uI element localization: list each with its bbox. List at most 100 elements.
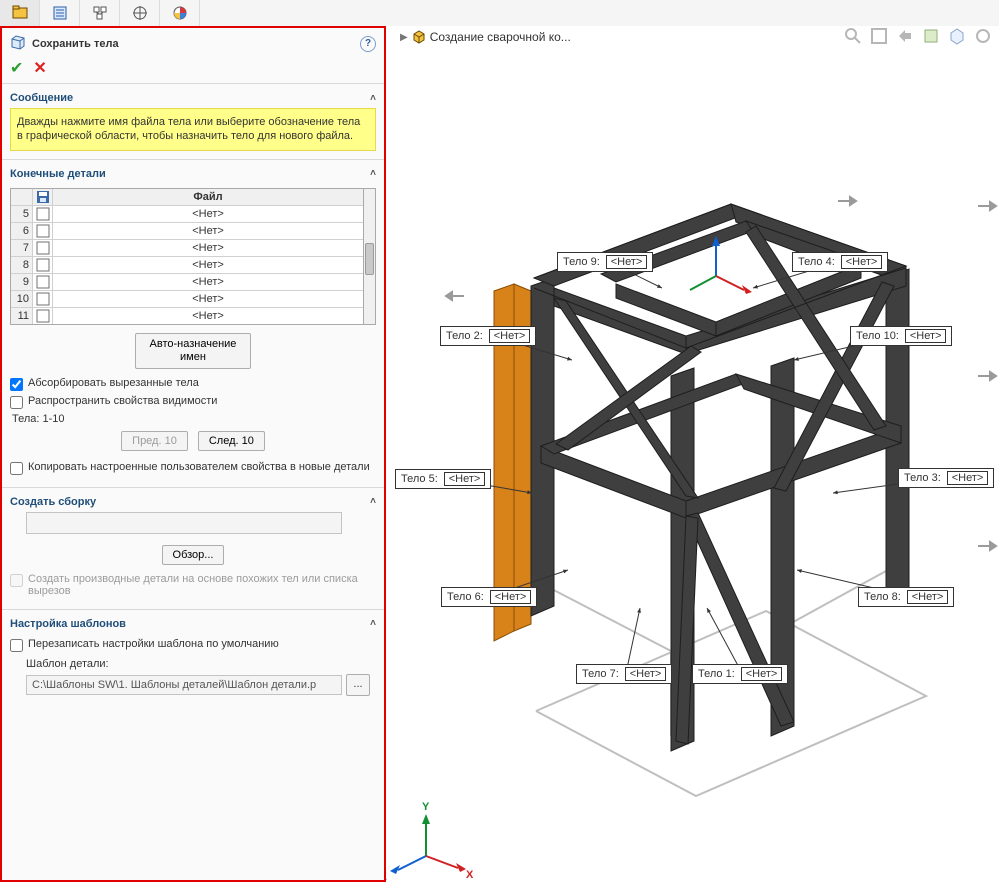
row-save-icon[interactable] (33, 308, 53, 324)
table-row[interactable]: 7<Нет> (11, 240, 363, 257)
row-file[interactable]: <Нет> (53, 291, 363, 307)
row-index: 10 (11, 291, 33, 307)
chk-override-label: Перезаписать настройки шаблона по умолча… (28, 638, 279, 650)
panel-title-row: Сохранить тела ? (2, 28, 384, 59)
chk-copy-props-row[interactable]: Копировать настроенные пользователем сво… (10, 461, 376, 475)
parts-table-header: Файл (11, 189, 363, 206)
body-callout[interactable]: Тело 10:<Нет> (850, 326, 952, 346)
row-index: 11 (11, 308, 33, 324)
table-row[interactable]: 10 <Нет> (11, 291, 363, 308)
body-callout[interactable]: Тело 9:<Нет> (557, 252, 653, 272)
table-row[interactable]: 9<Нет> (11, 274, 363, 291)
callout-label: Тело 2: (446, 330, 483, 342)
callout-value[interactable]: <Нет> (741, 667, 783, 681)
chevron-up-icon: ˄ (370, 618, 376, 629)
callout-value[interactable]: <Нет> (907, 590, 949, 604)
assembly-path-input[interactable] (26, 512, 342, 534)
body-callout[interactable]: Тело 4: <Нет> (792, 252, 888, 272)
body-callout[interactable]: Тело 8: <Нет> (858, 587, 954, 607)
row-save-icon[interactable] (33, 206, 53, 222)
body-callout[interactable]: Тело 2: <Нет> (440, 326, 536, 346)
template-path-input[interactable]: C:\Шаблоны SW\1. Шаблоны деталей\Шаблон … (26, 675, 342, 695)
section-parts-header[interactable]: Конечные детали ˄ (10, 164, 376, 184)
col-file: Файл (53, 189, 363, 205)
tab-feature-tree[interactable] (0, 0, 40, 26)
callout-label: Тело 4: (798, 256, 835, 268)
triad-y: Y (422, 801, 430, 813)
row-file[interactable]: <Нет> (53, 257, 363, 273)
body-callout[interactable]: Тело 5:<Нет> (395, 469, 491, 489)
tab-property-manager[interactable] (40, 0, 80, 26)
callout-value[interactable]: <Нет> (606, 255, 648, 269)
section-templates-title: Настройка шаблонов (10, 618, 126, 630)
prev-page-button[interactable]: Пред. 10 (121, 431, 188, 451)
triad-x: X (466, 869, 474, 881)
auto-assign-button[interactable]: Авто-назначение имен (135, 333, 252, 369)
chk-derived-label: Создать производные детали на основе пох… (28, 573, 376, 597)
tab-configuration-manager[interactable] (80, 0, 120, 26)
col-save-icon (33, 189, 53, 205)
callout-value[interactable]: <Нет> (841, 255, 883, 269)
section-templates-header[interactable]: Настройка шаблонов ˄ (10, 614, 376, 634)
parts-table: Файл 5<Нет>6<Нет>7<Нет>8<Нет>9<Нет>10<Не… (10, 188, 364, 325)
chk-propagate[interactable] (10, 396, 23, 409)
row-save-icon[interactable] (33, 223, 53, 239)
row-file[interactable]: <Нет> (53, 308, 363, 324)
row-save-icon[interactable] (33, 240, 53, 256)
row-file[interactable]: <Нет> (53, 223, 363, 239)
chk-override[interactable] (10, 639, 23, 652)
row-index: 8 (11, 257, 33, 273)
row-file[interactable]: <Нет> (53, 206, 363, 222)
tab-render[interactable] (160, 0, 200, 26)
callout-value[interactable]: <Нет> (905, 329, 947, 343)
confirm-ok-icon[interactable]: ✔ (10, 61, 23, 77)
table-row[interactable]: 8 <Нет> (11, 257, 363, 274)
chk-absorb-row[interactable]: Абсорбировать вырезанные тела (10, 377, 376, 391)
graphics-viewport[interactable]: ▶ Создание сварочной ко... (386, 26, 999, 882)
body-callout[interactable]: Тело 1:<Нет> (692, 664, 788, 684)
next-page-button[interactable]: След. 10 (198, 431, 265, 451)
callout-value[interactable]: <Нет> (444, 472, 486, 486)
section-assembly: Создать сборку ˄ Обзор... Создать произв… (2, 487, 384, 609)
chk-copy-props[interactable] (10, 462, 23, 475)
body-callout[interactable]: Тело 3: <Нет> (898, 468, 994, 488)
table-row[interactable]: 6<Нет> (11, 223, 363, 240)
chk-propagate-row[interactable]: Распространить свойства видимости (10, 395, 376, 409)
help-icon[interactable]: ? (360, 36, 376, 52)
row-save-icon[interactable] (33, 257, 53, 273)
row-save-icon[interactable] (33, 291, 53, 307)
body-callout[interactable]: Тело 7: <Нет> (576, 664, 672, 684)
section-assembly-header[interactable]: Создать сборку ˄ (10, 492, 376, 512)
chk-absorb[interactable] (10, 378, 23, 391)
callout-value[interactable]: <Нет> (490, 590, 532, 604)
property-manager-panel: Сохранить тела ? ✔ ✕ Сообщение ˄ Дважды … (0, 26, 386, 882)
save-bodies-icon (10, 34, 26, 53)
next-label: След. 10 (209, 435, 254, 447)
template-browse-button[interactable]: ... (346, 674, 370, 696)
assembly-browse-button[interactable]: Обзор... (162, 545, 225, 565)
feature-manager-tabs (0, 0, 999, 26)
table-row[interactable]: 11 <Нет> (11, 308, 363, 324)
row-file[interactable]: <Нет> (53, 274, 363, 290)
auto-assign-label: Авто-назначение имен (150, 338, 237, 363)
callout-value[interactable]: <Нет> (489, 329, 531, 343)
parts-scrollbar[interactable] (364, 188, 376, 325)
table-row[interactable]: 5<Нет> (11, 206, 363, 223)
chevron-up-icon: ˄ (370, 496, 376, 507)
chk-override-row[interactable]: Перезаписать настройки шаблона по умолча… (10, 638, 376, 652)
row-save-icon[interactable] (33, 274, 53, 290)
chk-propagate-label: Распространить свойства видимости (28, 395, 217, 407)
confirm-row: ✔ ✕ (2, 59, 384, 83)
callout-label: Тело 8: (864, 591, 901, 603)
confirm-cancel-icon[interactable]: ✕ (33, 61, 46, 77)
row-file[interactable]: <Нет> (53, 240, 363, 256)
body-callout[interactable]: Тело 6:<Нет> (441, 587, 537, 607)
callout-value[interactable]: <Нет> (947, 471, 989, 485)
section-message-header[interactable]: Сообщение ˄ (10, 88, 376, 108)
chk-derived (10, 574, 23, 587)
callout-label: Тело 3: (904, 472, 941, 484)
callout-label: Тело 7: (582, 668, 619, 680)
triad-z: Z (386, 871, 387, 882)
tab-dimxpert[interactable] (120, 0, 160, 26)
callout-value[interactable]: <Нет> (625, 667, 667, 681)
